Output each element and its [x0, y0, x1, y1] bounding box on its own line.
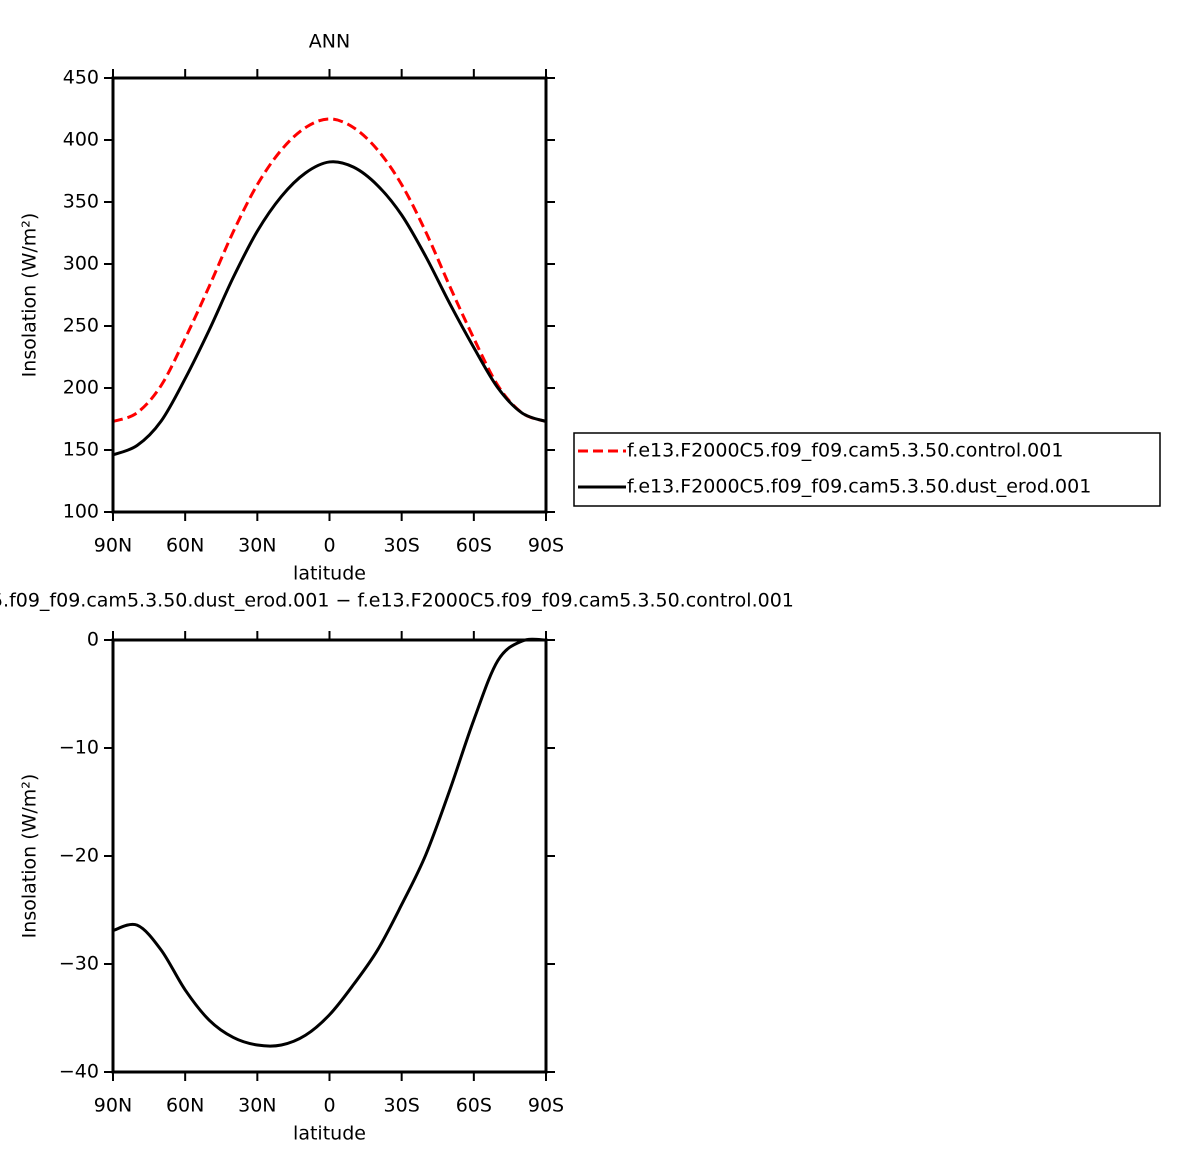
x-tick-label: 60N: [166, 1095, 204, 1117]
y-tick-label: −20: [59, 845, 99, 867]
x-tick-label: 60N: [166, 535, 204, 557]
data-line: [112, 637, 547, 1048]
legend-label: f.e13.F2000C5.f09_f09.cam5.3.50.dust_ero…: [627, 476, 1091, 498]
y-tick-label: −10: [59, 737, 99, 759]
x-tick-label: 60S: [456, 1095, 492, 1117]
chart-title: ANN: [309, 31, 350, 53]
data-line: [112, 160, 547, 457]
y-axis-label: Insolation (W/m²): [19, 774, 41, 939]
chart-title: f.e13.F2000C5.f09_f09.cam5.3.50.dust_ero…: [0, 590, 794, 612]
plot-frame: [111, 638, 548, 1074]
legend-label: f.e13.F2000C5.f09_f09.cam5.3.50.control.…: [627, 440, 1063, 462]
y-axis-label: Insolation (W/m²): [19, 213, 41, 378]
y-tick-label: 200: [63, 377, 99, 399]
y-tick-label: 450: [63, 67, 99, 89]
y-tick-label: −40: [59, 1061, 99, 1083]
x-tick-label: 30S: [384, 1095, 420, 1117]
y-tick-label: 350: [63, 191, 99, 213]
y-tick-label: 150: [63, 439, 99, 461]
y-tick-label: 300: [63, 253, 99, 275]
x-tick-label: 60S: [456, 535, 492, 557]
x-tick-label: 90S: [528, 1095, 564, 1117]
y-tick-label: 250: [63, 315, 99, 337]
plot-frame: [111, 76, 548, 514]
y-tick-label: 400: [63, 129, 99, 151]
chart-panel: f.e13.F2000C5.f09_f09.cam5.3.50.dust_ero…: [0, 590, 794, 1145]
x-axis-label: latitude: [293, 563, 366, 585]
x-tick-label: 0: [323, 535, 335, 557]
x-tick-label: 90S: [528, 535, 564, 557]
legend-box: [573, 432, 1161, 507]
x-tick-label: 30N: [238, 1095, 276, 1117]
chart-panel: ANN 100 150 200 250 300 350 400 450 90N 60N 30N 0 30S…: [19, 31, 1161, 585]
y-tick-label: 0: [87, 629, 99, 651]
data-line: [112, 117, 547, 423]
x-axis-label: latitude: [293, 1123, 366, 1145]
x-tick-label: 0: [323, 1095, 335, 1117]
y-tick-label: −30: [59, 953, 99, 975]
x-tick-label: 30S: [384, 535, 420, 557]
x-tick-label: 90N: [94, 1095, 132, 1117]
x-tick-label: 30N: [238, 535, 276, 557]
x-tick-label: 90N: [94, 535, 132, 557]
y-tick-label: 100: [63, 501, 99, 523]
